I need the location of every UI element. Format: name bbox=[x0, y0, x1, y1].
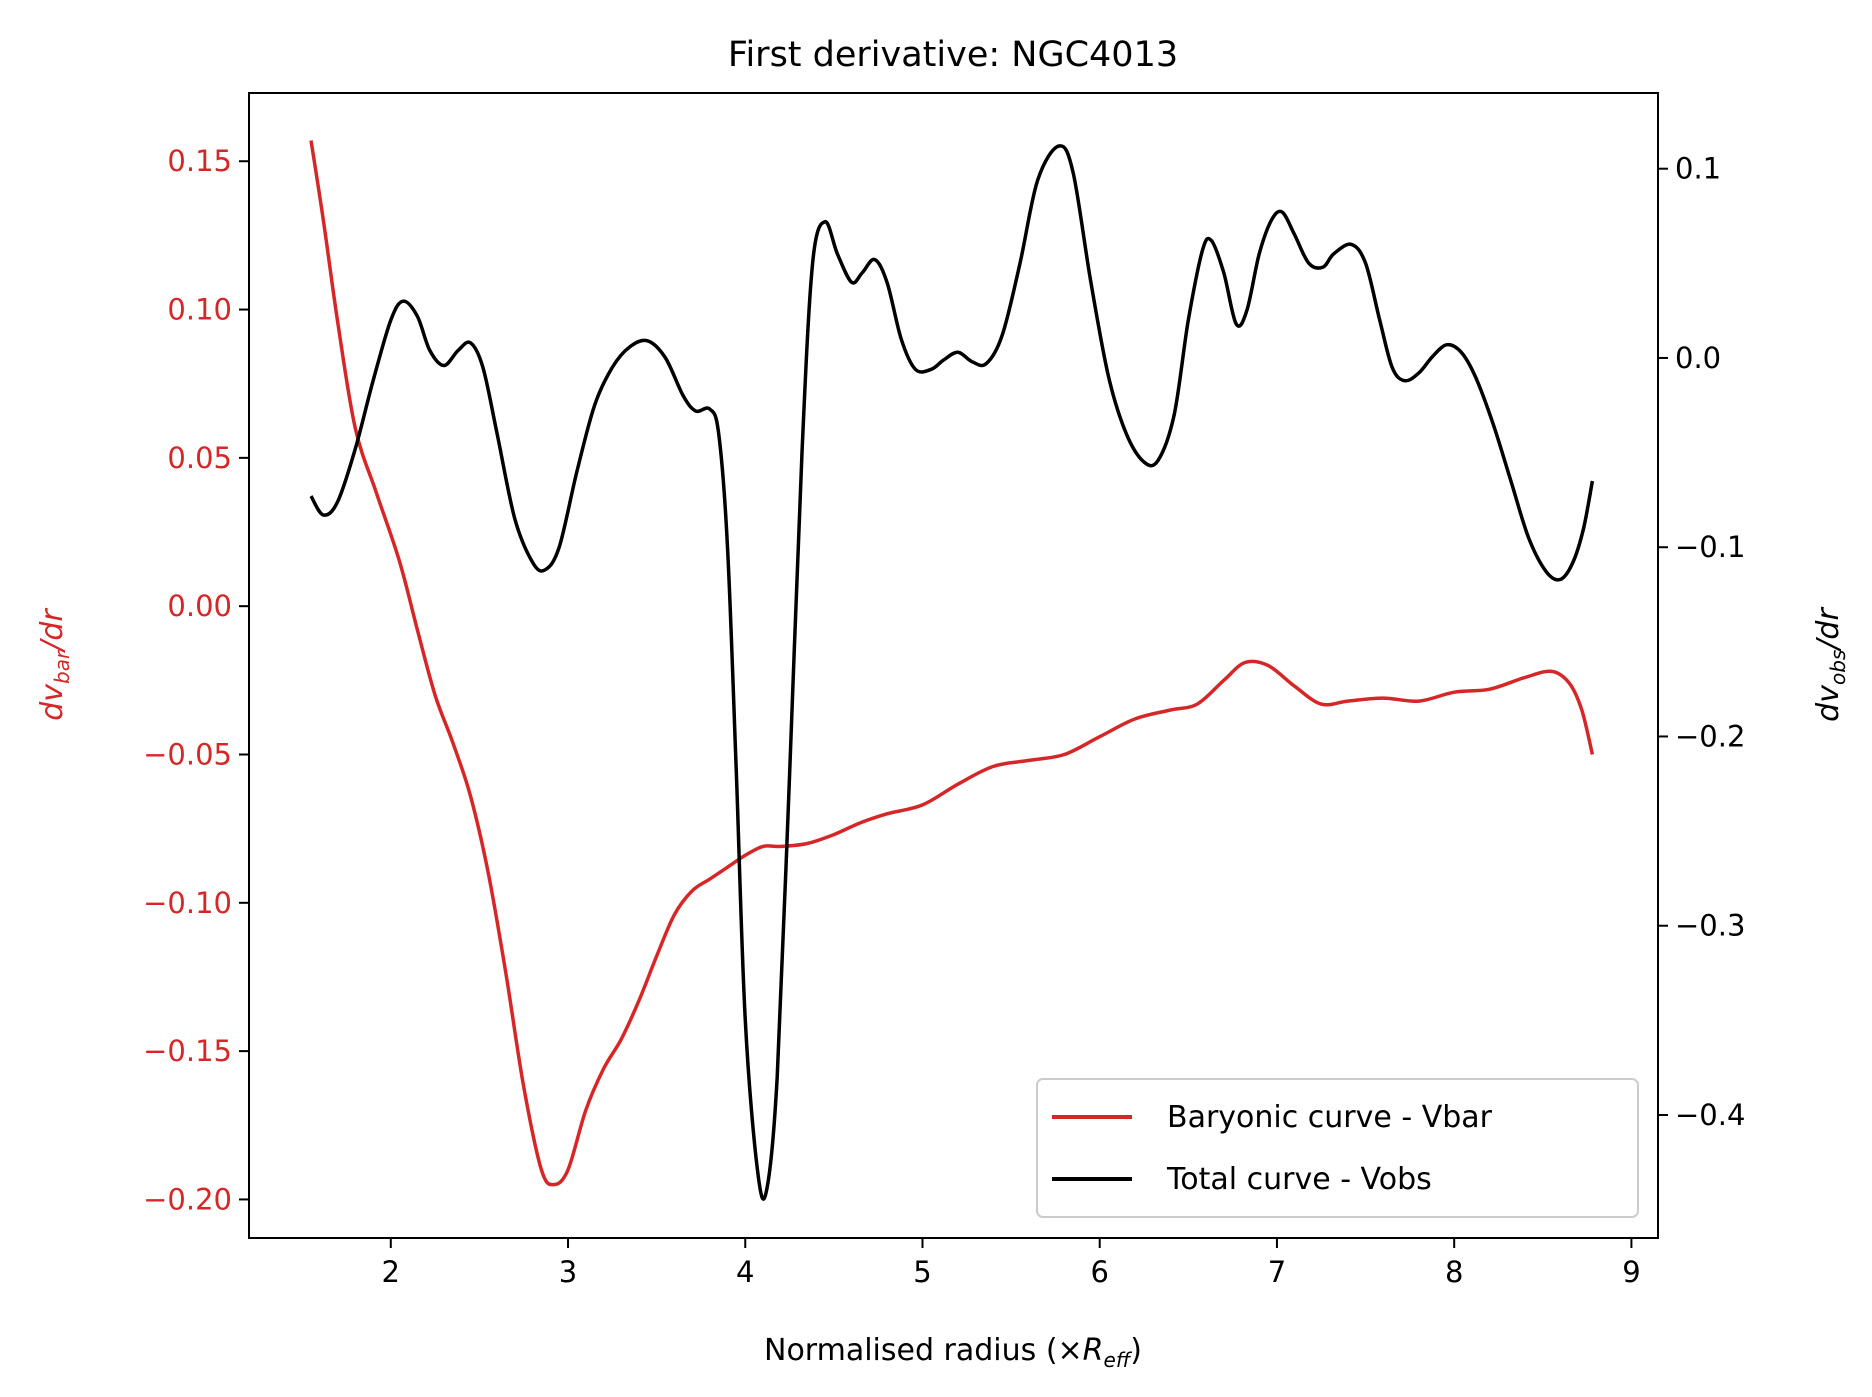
y-left-tick-label: −0.10 bbox=[143, 886, 232, 920]
y-left-tick-label: −0.05 bbox=[143, 737, 232, 771]
series-layer bbox=[309, 140, 1595, 1201]
y-right-tick-label: −0.1 bbox=[1675, 530, 1745, 564]
legend-label-vbar: Baryonic curve - Vbar bbox=[1167, 1100, 1493, 1135]
x-tick-label: 3 bbox=[559, 1255, 577, 1289]
x-tick-label: 8 bbox=[1445, 1255, 1463, 1289]
x-tick-label: 5 bbox=[913, 1255, 931, 1289]
x-tick-label: 4 bbox=[736, 1255, 754, 1289]
chart-title: First derivative: NGC4013 bbox=[728, 35, 1178, 75]
y-left-tick-label: 0.15 bbox=[167, 144, 232, 178]
legend-label-vobs: Total curve - Vobs bbox=[1166, 1162, 1432, 1197]
y-right-tick-label: −0.3 bbox=[1675, 909, 1745, 943]
plot-frame bbox=[248, 92, 1659, 1239]
y-left-tick-label: −0.15 bbox=[143, 1034, 232, 1068]
x-tick-label: 6 bbox=[1090, 1255, 1108, 1289]
legend-box bbox=[1036, 1078, 1639, 1218]
x-tick-label: 2 bbox=[382, 1255, 400, 1289]
y-right-tick-label: −0.4 bbox=[1675, 1098, 1745, 1132]
x-tick-label: 9 bbox=[1622, 1255, 1640, 1289]
y-left-tick-label: −0.20 bbox=[143, 1182, 232, 1216]
y-left-tick-label: 0.10 bbox=[167, 293, 232, 327]
y-left-tick-label: 0.00 bbox=[167, 589, 232, 623]
y-right-tick-label: 0.0 bbox=[1675, 341, 1721, 375]
x-tick-label: 7 bbox=[1268, 1255, 1286, 1289]
y-axis-right-label: dvobs/dr bbox=[1811, 607, 1850, 722]
axis-ticks: 2 3 4 5 6 7 8 9 0.15 0.10 0.05 0.00 −0.05 −0.10 −0.15 −… bbox=[143, 144, 1745, 1289]
x-axis-label: Normalised radius (×Reff) bbox=[764, 1333, 1142, 1372]
series-line-vbar bbox=[309, 140, 1595, 1187]
series-line-vobs bbox=[309, 144, 1595, 1201]
y-right-tick-label: 0.1 bbox=[1675, 152, 1721, 186]
y-axis-left-label: dvbar/dr bbox=[35, 608, 74, 721]
y-right-tick-label: −0.2 bbox=[1675, 719, 1745, 753]
legend: Baryonic curve - Vbar Total curve - Vobs bbox=[1036, 1078, 1639, 1218]
y-left-tick-label: 0.05 bbox=[167, 441, 232, 475]
